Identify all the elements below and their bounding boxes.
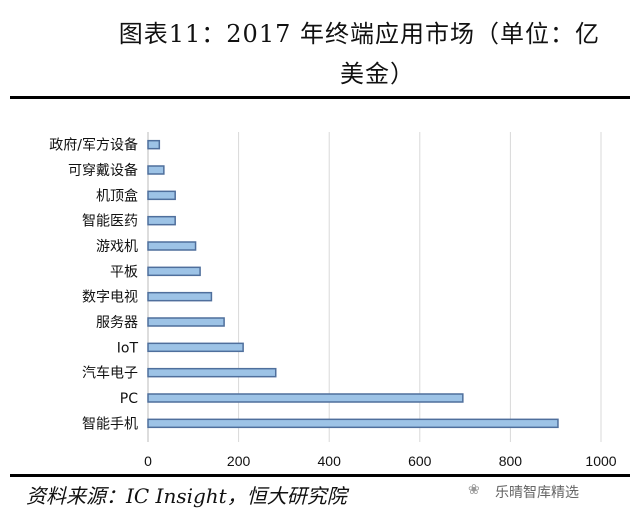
bar-智能手机 [147,418,559,429]
y-tick-label: 汽车电子 [82,365,138,382]
x-tick-label: 1000 [585,453,616,469]
source-note: 资料来源：IC Insight，恒大研究院 [26,484,347,508]
y-tick-label: 政府/军方设备 [49,137,138,154]
y-tick-label: 服务器 [96,315,138,331]
y-tick-label: 平板 [110,264,138,280]
bar-IoT [147,342,244,353]
bar-服务器 [147,317,225,327]
bottom-rule [10,474,630,477]
x-tick-label: 800 [499,453,523,469]
x-tick-label: 200 [227,453,251,469]
bar-政府/军方设备 [147,139,161,150]
y-tick-label: 游戏机 [96,239,138,255]
y-tick-label: 数字电视 [82,290,138,306]
bar-汽车电子 [147,367,277,378]
bar-机顶盒 [147,190,176,201]
y-tick-label: 机顶盒 [96,187,138,204]
x-tick-label: 600 [408,453,432,469]
bar-游戏机 [147,241,197,251]
y-tick-label: 可穿戴设备 [68,162,138,179]
bar-数字电视 [147,291,213,302]
x-tick-label: 400 [318,453,342,469]
bar-智能医药 [147,215,176,226]
y-tick-label: 智能手机 [82,416,138,432]
bar-平板 [147,266,201,277]
top-rule [10,96,630,99]
watermark: 乐晴智库精选 [495,485,579,501]
x-tick-label: 0 [144,453,152,469]
bar-PC [147,393,464,403]
chart-title-line2: 美金） [340,60,415,88]
y-tick-label: 智能医药 [82,214,138,230]
bar-可穿戴设备 [147,165,165,175]
chart-title-line1: 图表11：2017 年终端应用市场（单位：亿 [118,20,600,48]
y-tick-label: IoT [117,340,139,356]
y-tick-label: PC [120,391,138,407]
wechat-icon: ❀ [468,482,480,498]
